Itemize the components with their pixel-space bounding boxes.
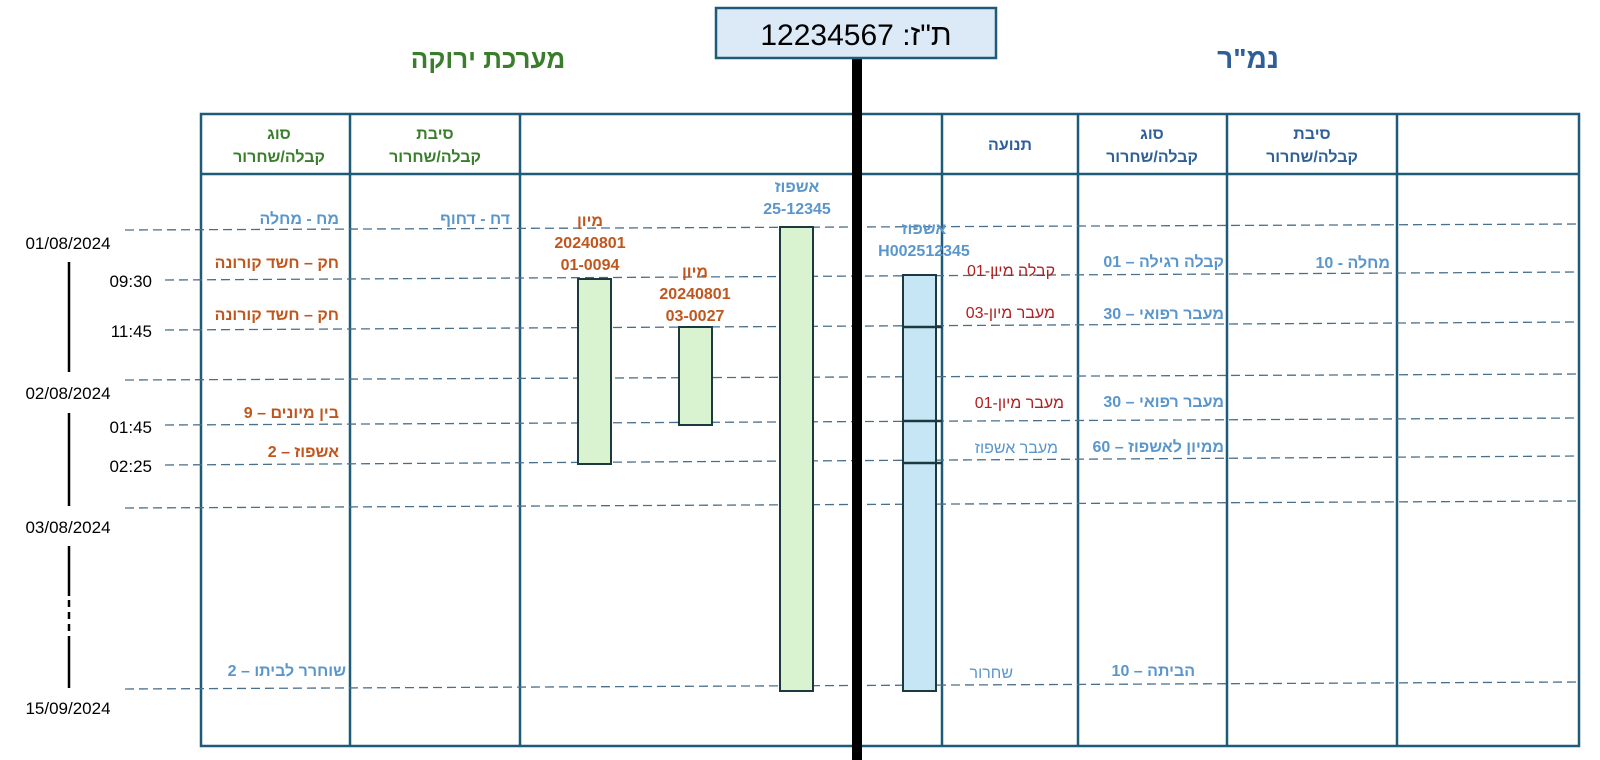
header-blue-type: סוג	[1140, 126, 1164, 143]
hospitalization-bar-green	[779, 226, 814, 692]
blue-type-entry: 01 – קבלה רגילה	[1103, 253, 1224, 271]
green-reason-entry: דח - דחוף	[440, 211, 510, 228]
hospitalization-blue-label: אשפוז	[902, 221, 947, 238]
time-label: 02:25	[109, 457, 152, 476]
movement-entry: שחרור	[970, 665, 1013, 682]
blue-type-entry: 10 – הביתה	[1112, 663, 1195, 680]
triage-2-label: מיון	[682, 264, 708, 281]
blue-type-entry: 30 – מעבר רפואי	[1103, 394, 1224, 411]
triage-1-label: מיון	[577, 213, 603, 230]
green-type-entry: חק – חשד קורונה	[215, 255, 339, 272]
triage-1-label: 20240801	[554, 235, 625, 252]
green-type-entry: חק – חשד קורונה	[215, 307, 339, 324]
id-box-text: ת"ז: 12234567	[760, 19, 951, 52]
table-frame	[199, 112, 1581, 748]
time-label: 01:45	[109, 418, 152, 437]
header-green-reason: סיבת	[416, 126, 453, 143]
header-green-reason: קבלה/שחרור	[389, 148, 481, 166]
date-label: 03/08/2024	[25, 518, 110, 537]
green-system-title: מערכת ירוקה	[411, 44, 565, 74]
blue-reason-entry: 10 - מחלה	[1316, 254, 1390, 272]
date-label: 02/08/2024	[25, 384, 110, 403]
green-type-entry: 2 – אשפוז	[268, 444, 339, 461]
hospitalization-bar-blue	[902, 274, 937, 692]
blue-type-entry: 30 – מעבר רפואי	[1103, 306, 1224, 323]
header-green-type: סוג	[267, 126, 291, 143]
green-type-entry: מח - מחלה	[260, 210, 340, 228]
hospitalization-blue-label: H002512345	[878, 243, 970, 260]
movement-entry: קבלה מיון-01	[967, 262, 1055, 280]
movement-entry: מעבר אשפוז	[975, 440, 1058, 457]
header-blue-reason: קבלה/שחרור	[1266, 148, 1358, 166]
header-movement: תנועה	[988, 137, 1032, 154]
movement-entry: מעבר מיון-01	[975, 395, 1064, 412]
header-blue-reason: סיבת	[1293, 126, 1330, 143]
time-label: 11:45	[111, 322, 152, 341]
triage-2-label: 20240801	[659, 286, 730, 303]
hospitalization-green-label: 25-12345	[763, 201, 831, 218]
green-type-entry: 2 – שוחרר לביתו	[228, 662, 346, 680]
time-gridlines	[124, 223, 1580, 690]
id-box	[714, 6, 998, 60]
header-blue-type: קבלה/שחרור	[1106, 148, 1198, 166]
date-label: 01/08/2024	[25, 234, 110, 253]
blue-type-entry: 60 – ממיון לאשפוז	[1093, 438, 1224, 456]
blue-bar-dividers	[903, 325, 942, 465]
triage-bar-1	[577, 278, 612, 465]
date-label: 15/09/2024	[25, 699, 110, 718]
namar-title: נמ"ר	[1217, 43, 1279, 74]
triage-1-label: 01-0094	[561, 257, 620, 274]
header-green-type: קבלה/שחרור	[233, 148, 325, 166]
central-axis	[852, 58, 862, 760]
hospitalization-green-label: אשפוז	[775, 179, 820, 196]
green-type-entry: 9 – בין מיונים	[244, 405, 339, 422]
triage-bar-2	[678, 326, 713, 426]
triage-2-label: 03-0027	[666, 308, 725, 325]
time-label: 09:30	[109, 272, 152, 291]
movement-entry: מעבר מיון-03	[966, 305, 1055, 322]
